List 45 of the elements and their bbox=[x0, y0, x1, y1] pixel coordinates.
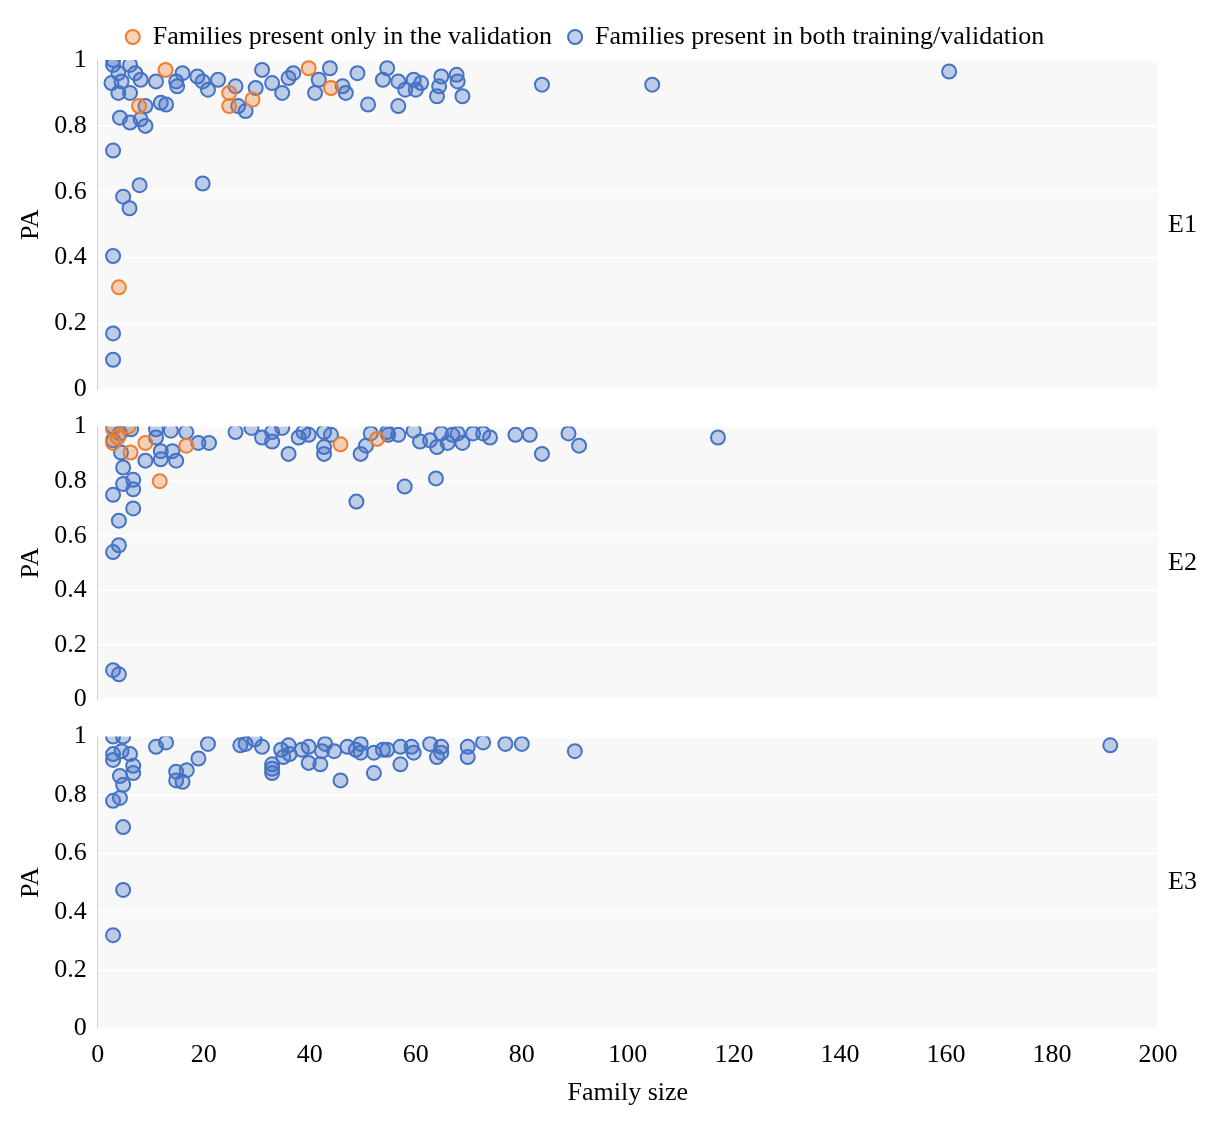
y-axis-title: PA bbox=[15, 547, 45, 579]
x-axis-title: Family size bbox=[567, 1077, 689, 1107]
x-tick-label: 40 bbox=[296, 1039, 323, 1069]
x-tick-label: 80 bbox=[508, 1039, 535, 1069]
x-tick-label: 20 bbox=[190, 1039, 217, 1069]
y-tick-label: 0.6 bbox=[54, 837, 87, 867]
y-tick-label: 0 bbox=[73, 373, 87, 403]
y-axis-title: PA bbox=[15, 209, 45, 241]
y-tick-label: 0.4 bbox=[54, 574, 87, 604]
text: E1 bbox=[1168, 208, 1197, 238]
y-tick-label: 1 bbox=[73, 410, 87, 440]
y-tick-label: 0.2 bbox=[54, 307, 87, 337]
x-tick-label: 100 bbox=[608, 1039, 648, 1069]
y-tick-label: 0.8 bbox=[54, 778, 87, 808]
y-tick-label: 0.8 bbox=[54, 464, 87, 494]
text: E2 bbox=[1168, 546, 1197, 576]
point bbox=[110, 279, 127, 296]
y-tick-label: 0 bbox=[73, 683, 87, 713]
y-tick-label: 0.2 bbox=[54, 628, 87, 658]
y-tick-label: 1 bbox=[73, 43, 87, 73]
point bbox=[244, 91, 261, 108]
y-tick-label: 0.4 bbox=[54, 241, 87, 271]
x-tick-label: 120 bbox=[714, 1039, 754, 1069]
x-tick-label: 60 bbox=[402, 1039, 429, 1069]
x-tick-label: 200 bbox=[1138, 1039, 1178, 1069]
x-tick-label: 140 bbox=[820, 1039, 860, 1069]
y-axis-title: PA bbox=[15, 866, 45, 899]
y-tick-label: 0.2 bbox=[54, 954, 87, 984]
point bbox=[131, 98, 148, 115]
y-tick-label: 0.4 bbox=[54, 895, 87, 925]
point bbox=[300, 60, 317, 77]
point bbox=[157, 61, 174, 78]
legend-label: Families present only in the validation bbox=[152, 20, 553, 50]
text: E3 bbox=[1168, 866, 1197, 896]
legend-label: Families present in both training/validation bbox=[595, 20, 1045, 50]
point bbox=[322, 80, 339, 96]
y-tick-label: 1 bbox=[73, 720, 87, 750]
x-tick-label: 180 bbox=[1032, 1039, 1072, 1069]
y-tick-label: 0.6 bbox=[54, 519, 87, 549]
y-tick-label: 0.8 bbox=[54, 109, 87, 139]
x-tick-label: 160 bbox=[926, 1039, 966, 1069]
point bbox=[221, 84, 238, 101]
point bbox=[221, 98, 238, 115]
y-tick-label: 0.6 bbox=[54, 175, 87, 205]
y-tick-label: 0 bbox=[73, 1012, 87, 1042]
